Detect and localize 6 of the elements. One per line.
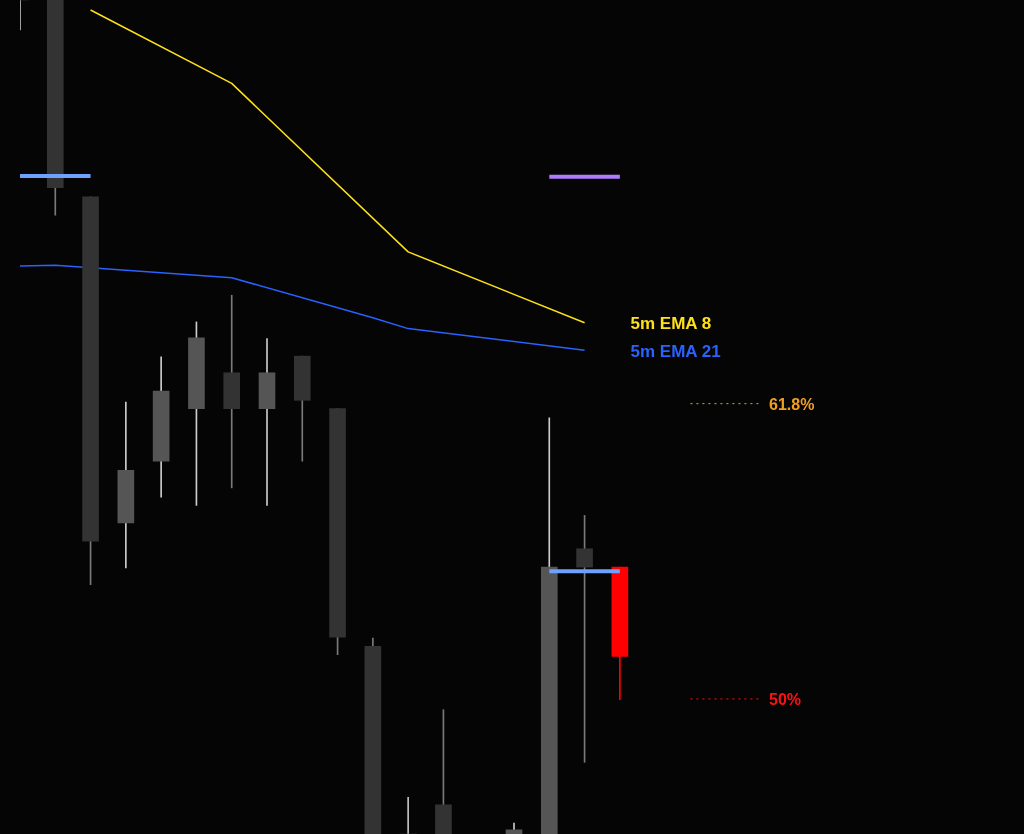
text: 5m EMA 21 bbox=[630, 341, 721, 361]
candlestick bbox=[258, 338, 276, 506]
series-label: 50% bbox=[769, 691, 802, 709]
series-label: 61.8% bbox=[769, 396, 815, 414]
text: 5m EMA 8 bbox=[630, 314, 712, 334]
candlestick bbox=[223, 294, 241, 489]
